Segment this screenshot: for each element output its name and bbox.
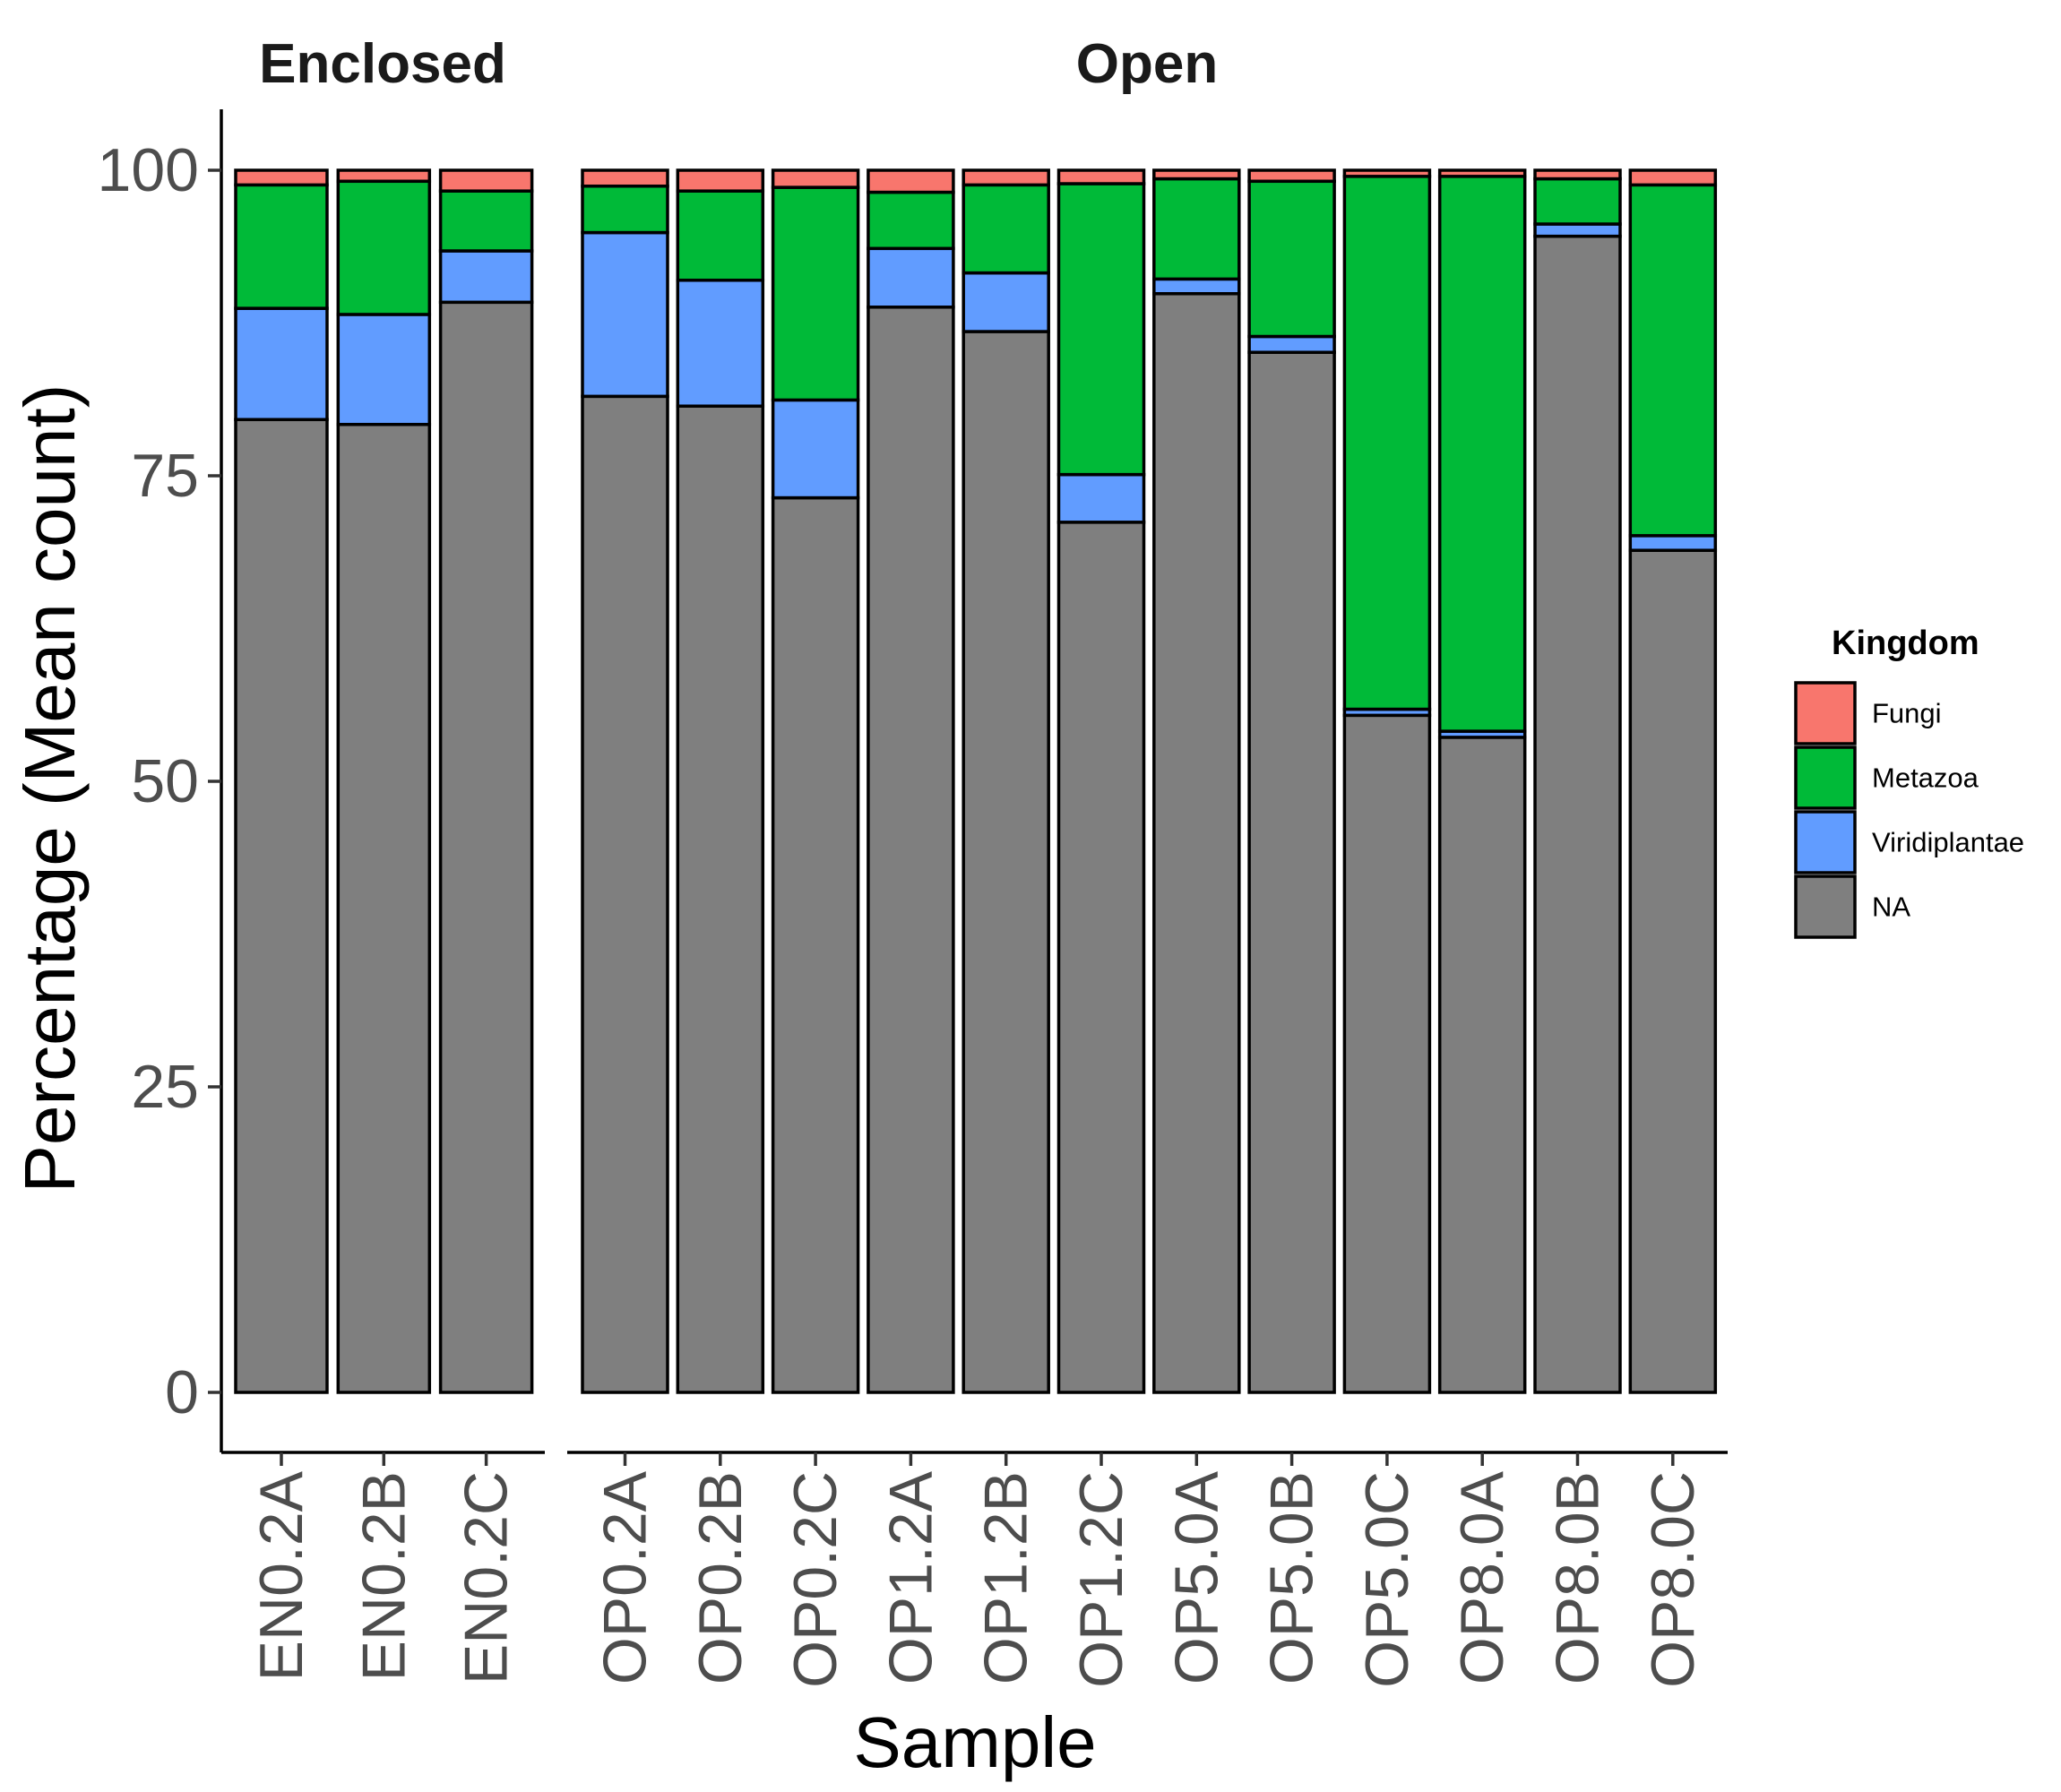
legend-label-na: NA xyxy=(1872,892,1910,923)
bar-en0-2c-viridiplantae xyxy=(438,249,534,305)
bar-op0-2c-viridiplantae xyxy=(771,398,860,500)
x-tick-label-en0-2b: EN0.2B xyxy=(349,1471,418,1681)
bar-op5-0a-metazoa xyxy=(1152,177,1241,281)
y-axis-title: Percentage (Mean count) xyxy=(10,384,90,1193)
bar-op5-0c-na xyxy=(1342,713,1432,1394)
bar-en0-2a-na xyxy=(234,418,329,1394)
legend-key-metazoa xyxy=(1794,745,1857,810)
bar-op0-2b-viridiplantae xyxy=(676,279,765,409)
bar-op0-2b-na xyxy=(676,404,765,1394)
legend-key-fungi xyxy=(1794,681,1857,745)
x-tick-label-op0-2b: OP0.2B xyxy=(686,1471,755,1684)
bar-op0-2c-na xyxy=(771,495,860,1394)
bar-op0-2b-metazoa xyxy=(676,189,765,282)
bar-op1-2b-viridiplantae xyxy=(962,271,1050,333)
bar-op1-2c-na xyxy=(1056,521,1146,1394)
bar-op1-2a-fungi xyxy=(867,168,955,194)
bar-op1-2a-metazoa xyxy=(867,190,955,251)
bar-en0-2a-fungi xyxy=(234,168,329,187)
bar-op8-0c-metazoa xyxy=(1628,183,1718,538)
x-tick-label-op0-2a: OP0.2A xyxy=(591,1470,660,1684)
x-tick-label-op5-0b: OP5.0B xyxy=(1258,1471,1326,1684)
bar-op1-2a-na xyxy=(867,306,955,1394)
legend-key-na xyxy=(1794,874,1857,939)
x-tick-label-op1-2c: OP1.2C xyxy=(1067,1471,1135,1688)
bars xyxy=(234,168,1718,1394)
bar-en0-2c-metazoa xyxy=(438,189,534,253)
bar-op5-0c-metazoa xyxy=(1342,175,1432,711)
y-tick-label-25: 25 xyxy=(131,1053,199,1121)
legend: Kingdom Fungi Metazoa Viridiplantae NA xyxy=(1794,625,2024,939)
legend-label-viridiplantae: Viridiplantae xyxy=(1872,827,2024,858)
x-tick-label-op0-2c: OP0.2C xyxy=(781,1471,849,1688)
bar-op8-0a-metazoa xyxy=(1437,175,1527,733)
bar-en0-2c-na xyxy=(438,300,534,1394)
bar-op0-2a-metazoa xyxy=(581,184,669,235)
bar-op8-0a-fungi xyxy=(1437,168,1527,178)
bar-op1-2b-metazoa xyxy=(962,183,1050,275)
bar-op1-2b-fungi xyxy=(962,168,1050,187)
x-tick-label-op8-0a: OP8.0A xyxy=(1448,1470,1516,1684)
bar-op8-0a-na xyxy=(1437,736,1527,1394)
x-ticks: EN0.2A EN0.2B EN0.2C OP0.2A OP0.2B OP0.2C OP1.… xyxy=(247,1452,1707,1688)
legend-label-metazoa: Metazoa xyxy=(1872,762,1979,794)
bar-op0-2a-viridiplantae xyxy=(581,230,669,399)
x-tick-label-op8-0c: OP8.0C xyxy=(1639,1471,1707,1688)
bar-op8-0b-fungi xyxy=(1533,168,1622,181)
y-tick-label-100: 100 xyxy=(98,136,199,204)
bar-op5-0a-na xyxy=(1152,292,1241,1394)
bar-op1-2b-na xyxy=(962,330,1050,1394)
bar-en0-2b-na xyxy=(336,422,432,1394)
legend-key-viridiplantae xyxy=(1794,810,1857,874)
bar-op5-0b-fungi xyxy=(1247,168,1336,184)
x-tick-label-op1-2a: OP1.2A xyxy=(876,1470,944,1684)
x-tick-label-op5-0a: OP5.0A xyxy=(1162,1470,1230,1684)
y-tick-label-75: 75 xyxy=(131,442,199,510)
bar-op8-0c-na xyxy=(1628,548,1718,1394)
bar-op1-2c-fungi xyxy=(1056,168,1146,185)
x-tick-label-op8-0b: OP8.0B xyxy=(1544,1471,1612,1684)
bar-op8-0b-na xyxy=(1533,234,1622,1394)
y-ticks: 0 25 50 75 100 xyxy=(98,136,221,1426)
bar-op0-2a-na xyxy=(581,394,669,1394)
y-tick-label-50: 50 xyxy=(131,747,199,815)
bar-op5-0b-metazoa xyxy=(1247,179,1336,339)
bar-op0-2c-metazoa xyxy=(771,185,860,402)
bar-op0-2b-fungi xyxy=(676,168,765,193)
bar-op8-0c-fungi xyxy=(1628,168,1718,187)
bar-op1-2a-viridiplantae xyxy=(867,246,955,309)
bar-en0-2a-viridiplantae xyxy=(234,306,329,422)
bar-op8-0c-viridiplantae xyxy=(1628,534,1718,552)
x-tick-label-op5-0c: OP5.0C xyxy=(1353,1471,1421,1688)
bar-en0-2b-metazoa xyxy=(336,179,432,316)
bar-op5-0a-viridiplantae xyxy=(1152,277,1241,296)
y-tick-label-0: 0 xyxy=(165,1358,199,1426)
legend-label-fungi: Fungi xyxy=(1872,698,1942,729)
bar-op5-0b-na xyxy=(1247,350,1336,1394)
bar-op5-0b-viridiplantae xyxy=(1247,334,1336,354)
bar-op5-0c-fungi xyxy=(1342,168,1432,178)
x-tick-label-op1-2b: OP1.2B xyxy=(972,1471,1040,1684)
bar-en0-2b-fungi xyxy=(336,168,432,184)
bar-op0-2c-fungi xyxy=(771,168,860,189)
bar-op1-2c-viridiplantae xyxy=(1056,472,1146,524)
facet-title-open: Open xyxy=(1076,33,1218,95)
x-tick-label-en0-2c: EN0.2C xyxy=(453,1471,521,1684)
facet-title-enclosed: Enclosed xyxy=(259,33,506,95)
bar-en0-2a-metazoa xyxy=(234,183,329,310)
bar-op8-0b-viridiplantae xyxy=(1533,222,1622,238)
x-axis-title: Sample xyxy=(853,1702,1096,1782)
bar-op8-0b-metazoa xyxy=(1533,177,1622,226)
bar-op5-0a-fungi xyxy=(1152,168,1241,181)
bar-op0-2a-fungi xyxy=(581,168,669,188)
x-tick-label-en0-2a: EN0.2A xyxy=(247,1470,315,1681)
bar-op1-2c-metazoa xyxy=(1056,182,1146,477)
bar-en0-2c-fungi xyxy=(438,168,534,193)
facet-titles: Enclosed Open xyxy=(259,33,1218,95)
bar-en0-2b-viridiplantae xyxy=(336,313,432,426)
legend-title: Kingdom xyxy=(1832,625,1979,662)
